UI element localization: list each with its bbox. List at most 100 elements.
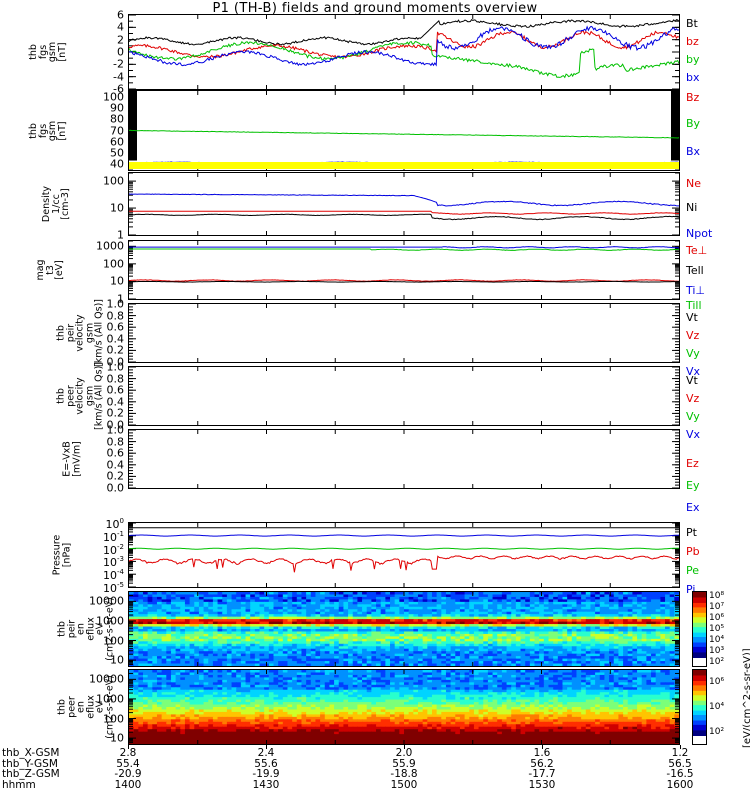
legend-label-by: by (686, 53, 700, 66)
panel-peer-velocity (128, 366, 680, 426)
ephemeris-row-name: thb_X-GSM (2, 747, 60, 759)
legend-label-pb: Pb (686, 545, 700, 558)
y-tick-label: 0.6 (106, 383, 125, 397)
colorbar-tick-label: 10² (709, 656, 725, 667)
y-tick-label: 0.8 (106, 309, 125, 323)
axis-label-fgs-gsm-total: thb fgs gsm [nT] (28, 110, 86, 140)
legend-label-vx: Vx (686, 365, 701, 378)
colorbar-tick-label: 10⁶ (709, 613, 725, 624)
ephemeris-value: 55.4 (116, 757, 140, 770)
ephemeris-row-names: thb_X-GSM thb_Y-GSM thb_Z-GSM hhmm (2, 748, 60, 790)
y-tick-label: 60 (110, 135, 124, 149)
y-tick-label: 80 (110, 112, 124, 126)
y-tick-label: 1000 (96, 692, 124, 706)
ephemeris-row-name: hhmm (2, 778, 36, 791)
ephemeris-value: -18.8 (390, 768, 418, 780)
y-tick-label: 0.0 (106, 418, 125, 432)
axis-label-line: [cm-3] (59, 188, 71, 220)
axis-label-line: (cm2-s-sr-eV) (104, 675, 115, 739)
ephemeris-value: -16.5 (666, 768, 694, 780)
y-tick-label: -2 (113, 57, 124, 71)
colorbar-tick-label: 10² (709, 727, 725, 738)
axis-label-efield: E=-VxB [mV/m] (62, 423, 91, 477)
y-tick-label: 1.0 (106, 423, 125, 437)
y-tick-label: 1000 (96, 239, 124, 253)
ephemeris-value: -17.7 (528, 768, 556, 780)
axis-label-peer-velocity: thb peer velocity gsm [km/s (All Qs)] (55, 328, 128, 430)
y-tick-label: 1000 (96, 614, 124, 628)
y-tick-label: 6 (117, 8, 124, 22)
ephemeris-value: 1430 (252, 778, 280, 791)
legend-label-vx: Vx (686, 428, 701, 441)
y-tick-label: 1 (117, 292, 124, 306)
y-tick-label: 0.4 (106, 458, 125, 472)
ephemeris-value: 1600 (666, 778, 694, 791)
axis-label-line: [nT] (56, 42, 68, 62)
y-tick-label: 100 (105, 517, 124, 531)
colorbar-tick-label: 10⁵ (709, 624, 725, 634)
y-tick-label: 100 (103, 174, 124, 188)
ephemeris-column: 1.2 56.5 -16.5 1600 (650, 748, 710, 790)
legend-label-bx: bx (686, 71, 700, 84)
legend-label-ne: Ne (686, 177, 701, 190)
colorbar-tick-label: 10⁸ (709, 591, 725, 602)
legend-label-vz: Vz (686, 329, 700, 342)
y-tick-label: 10000 (89, 672, 124, 686)
panel-density (128, 172, 680, 236)
colorbar-tick-label: 10⁶ (709, 676, 725, 687)
legend-label-bz: bz (686, 35, 699, 48)
colorbar-tick-label: 10³ (709, 645, 725, 656)
panel-peir-velocity (128, 303, 680, 363)
y-tick-label: 90 (110, 101, 124, 115)
legend-label-vt: Vt (686, 374, 698, 387)
axis-label-peir-spectrogram: thb peir en eflux eV (cm2-s-sr-eV) (57, 565, 143, 661)
legend-label-bx: Bx (686, 145, 701, 158)
legend-label-ni: Ni (686, 201, 698, 214)
axis-label-line: [nPa] (61, 542, 72, 568)
colorbar-tick-label: 10⁷ (709, 602, 725, 613)
ephemeris-column: 2.0 55.9 -18.8 1500 (374, 748, 434, 790)
ephemeris-value: 1.2 (671, 747, 689, 759)
axis-label-pressure: Pressure [nPa] (52, 514, 81, 576)
ephemeris-row-name: thb_Z-GSM (2, 768, 60, 780)
legend-label-bt: Bt (686, 17, 698, 30)
y-tick-label: 10 (110, 731, 124, 745)
page-title: P1 (TH-B) fields and ground moments over… (212, 1, 538, 16)
y-tick-label: 0.4 (106, 395, 125, 409)
legend-label-pe: Pe (686, 564, 700, 577)
y-tick-label: 100 (103, 634, 124, 648)
legend-label-npot: Npot (686, 227, 713, 240)
legend-label-vt: Vt (686, 311, 698, 324)
y-tick-label: 40 (110, 157, 124, 171)
ephemeris-row-name: thb_Y-GSM (2, 757, 58, 770)
y-tick-label: 0.2 (106, 406, 125, 420)
legend-label-vy: Vy (686, 347, 700, 360)
y-tick-label: 2 (117, 33, 124, 47)
legend-label-ti: Ti⊥ (686, 284, 706, 297)
axis-label-density: Density 1/cc [cm-3] (41, 168, 85, 222)
axis-label-line: [km/s (All Qs)] (93, 362, 105, 430)
axis-label-peer-spectrogram: thb peer en eflux eV (cm2-s-sr-eV) (57, 643, 143, 739)
ephemeris-value: -20.9 (114, 768, 142, 780)
colorbar (692, 669, 707, 745)
ephemeris-value: 55.9 (392, 757, 416, 770)
y-tick-label: 0 (117, 45, 124, 59)
y-tick-label: 0.6 (106, 446, 125, 460)
y-tick-label: 10 (110, 274, 124, 288)
y-tick-label: 100 (103, 257, 124, 271)
y-tick-label: 10 (110, 653, 124, 667)
colorbar-tick-label: 10⁴ (709, 702, 725, 712)
legend-label-till: Till (686, 299, 702, 312)
ephemeris-value: 1530 (528, 778, 556, 791)
bottom-axis-ticks (128, 745, 681, 749)
ephemeris-value: 55.6 (254, 757, 278, 770)
y-tick-label: 10-3 (103, 555, 124, 570)
y-tick-label: 10-5 (103, 581, 124, 595)
y-tick-label: 0.0 (106, 355, 125, 369)
y-tick-label: 100 (103, 90, 124, 104)
y-tick-label: 10-1 (103, 529, 124, 544)
y-tick-label: 0.0 (106, 481, 125, 495)
y-tick-label: -6 (113, 82, 124, 96)
axis-label-line: [mV/m] (71, 441, 82, 477)
ephemeris-column: 1.6 56.2 -17.7 1530 (512, 748, 572, 790)
